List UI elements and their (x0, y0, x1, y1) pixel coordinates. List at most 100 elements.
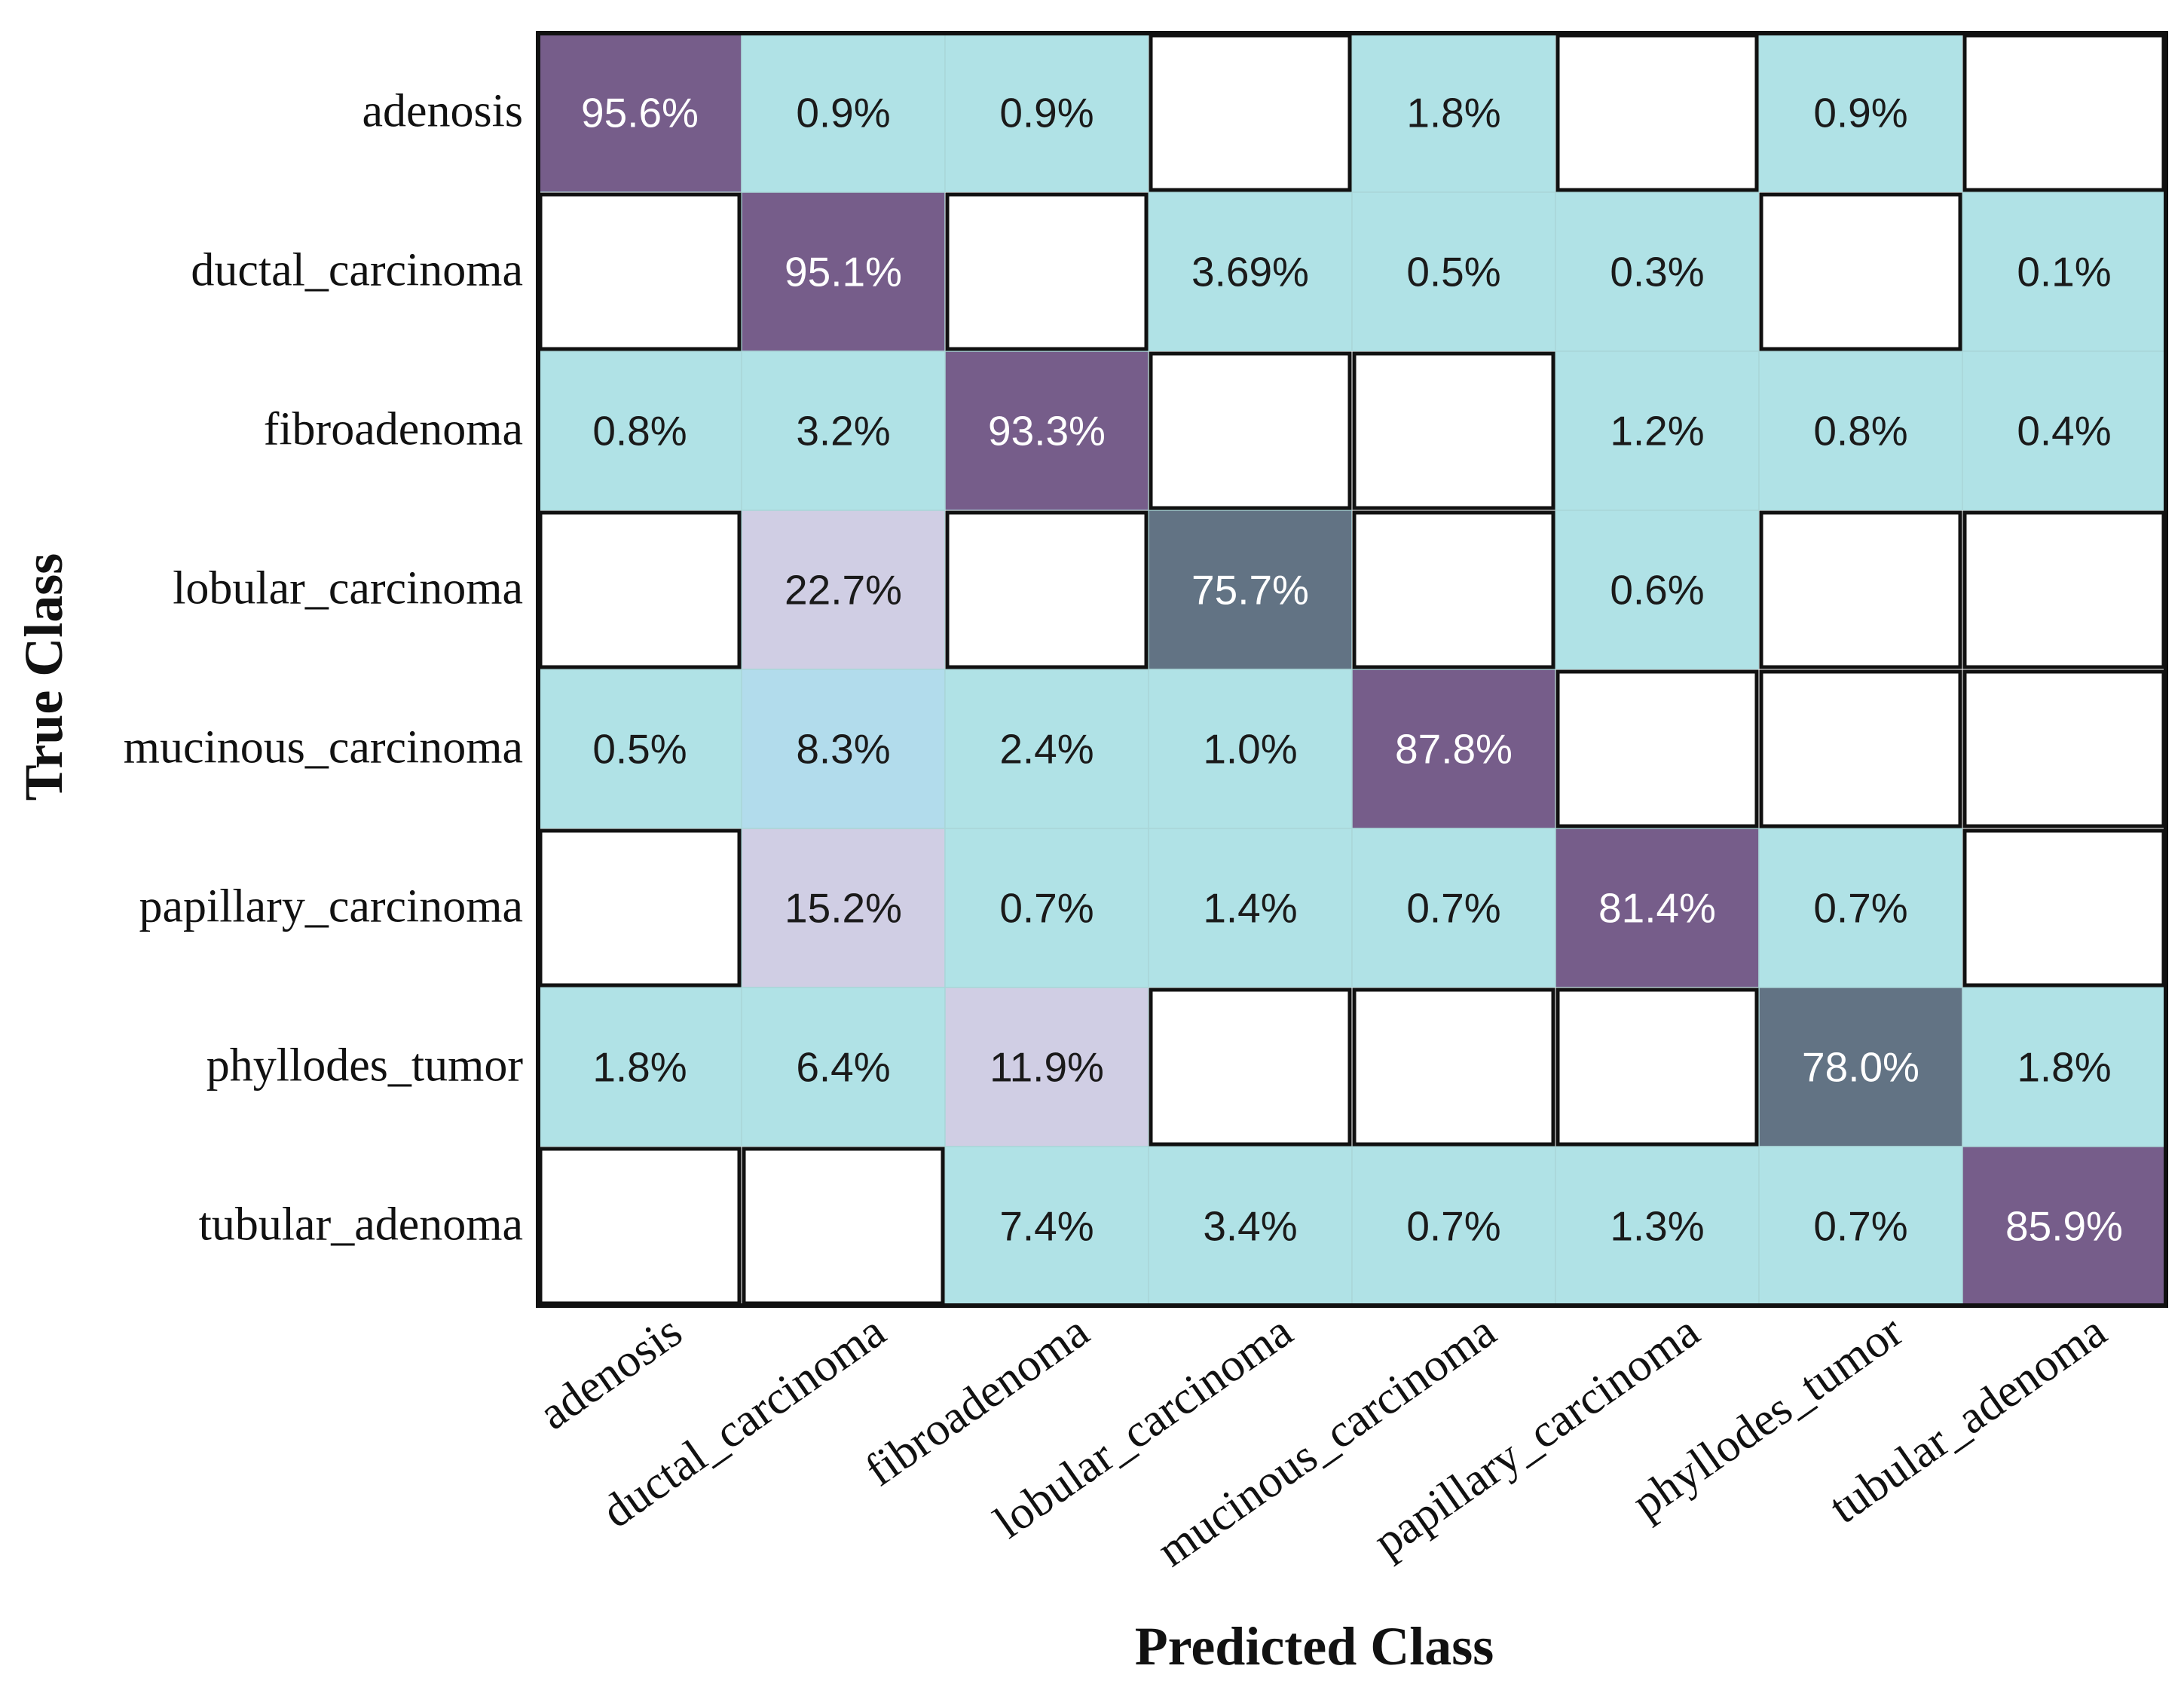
y-tick-label: adenosis (362, 86, 523, 137)
heatmap-cell-r5-c4 (1351, 828, 1556, 988)
empty-cell-border-r6-c3 (1149, 987, 1352, 1147)
cell-value-label: 3.69% (1191, 249, 1309, 295)
heatmap-cell-r3-c6 (1759, 510, 1962, 669)
cell-value-label: 8.3% (796, 726, 890, 773)
cell-value-label: 0.7% (1406, 885, 1500, 932)
heatmap-cell-r7-c1 (742, 1147, 945, 1306)
heatmap-cell-r1-c0 (538, 192, 742, 351)
heatmap-cell-r5-c5 (1555, 828, 1760, 988)
cell-value-label: 3.2% (796, 408, 890, 455)
cell-value-label: 95.6% (581, 90, 699, 136)
heatmap-cell-r4-c1 (741, 669, 946, 829)
heatmap-cell-r6-c6 (1758, 987, 1963, 1147)
cell-value-label: 1.8% (1406, 90, 1500, 136)
cell-value-label: 0.9% (1813, 90, 1907, 136)
heatmap-cell-r4-c6 (1759, 669, 1962, 828)
heatmap-cell-r4-c0 (537, 669, 742, 829)
y-axis-title: True Class (14, 553, 74, 801)
cell-value-label: 0.7% (1813, 1203, 1907, 1250)
heatmap-cell-r6-c0 (537, 987, 742, 1147)
cell-value-label: 1.3% (1610, 1203, 1704, 1250)
heatmap-cell-r7-c6 (1758, 1146, 1963, 1306)
heatmap-cells: 95.6% 0.9% 0.9% 1.8% 0.9% 95.1% 3.69% 0.5% 0.3% 0… (537, 32, 2167, 1306)
cell-value-label: 0.3% (1610, 249, 1704, 295)
heatmap-cell-r3-c2 (945, 510, 1149, 669)
cell-value-label: 22.7% (785, 567, 902, 614)
heatmap-cell-r0-c4 (1351, 32, 1556, 193)
heatmap-cell-r2-c7 (1962, 351, 2167, 511)
cell-value-label: 0.8% (592, 408, 687, 455)
y-tick-label: tubular_adenoma (199, 1199, 523, 1251)
heatmap-cell-r1-c6 (1759, 192, 1962, 351)
heatmap-cell-r2-c5 (1555, 351, 1760, 511)
heatmap-cell-r0-c5 (1555, 33, 1759, 192)
y-tick-label: fibroadenoma (264, 404, 523, 455)
heatmap-cell-r0-c3 (1149, 33, 1352, 192)
empty-cell-borders (538, 33, 2166, 1306)
heatmap-cell-r6-c5 (1555, 987, 1759, 1147)
y-tick-label: ductal_carcinoma (191, 245, 523, 296)
heatmap-cell-r5-c3 (1148, 828, 1353, 988)
heatmap-cell-r3-c7 (1962, 510, 2166, 669)
heatmap-cell-r6-c3 (1149, 987, 1352, 1147)
empty-cell-border-r1-c6 (1759, 192, 1962, 351)
cell-value-label: 0.9% (999, 90, 1094, 136)
cell-value-label: 15.2% (785, 885, 902, 932)
cell-value-label: 7.4% (999, 1203, 1094, 1250)
heatmap-cell-r7-c5 (1555, 1146, 1760, 1306)
y-tick-labels: adenosis ductal_carcinoma fibroadenoma lobu… (124, 86, 524, 1251)
heatmap-cell-r3-c0 (538, 510, 742, 669)
empty-cell-border-r3-c4 (1352, 510, 1555, 669)
cell-value-label: 0.5% (1406, 249, 1500, 295)
heatmap-cell-r1-c2 (945, 192, 1149, 351)
heatmap-cell-r7-c2 (944, 1146, 1149, 1306)
cell-value-label: 1.8% (2017, 1044, 2111, 1091)
cell-value-label: 93.3% (988, 408, 1106, 455)
empty-cell-border-r2-c4 (1352, 351, 1555, 510)
heatmap-cell-r3-c1 (741, 510, 946, 670)
cell-value-label: 0.7% (1813, 885, 1907, 932)
x-tick-label: mucinous_carcinoma (1149, 1306, 1505, 1577)
heatmap-cell-r0-c1 (741, 32, 946, 193)
cell-value-label: 0.4% (2017, 408, 2111, 455)
heatmap-cell-r0-c7 (1962, 33, 2166, 192)
cell-value-label: 0.9% (796, 90, 890, 136)
empty-cell-border-r1-c2 (945, 192, 1149, 351)
y-tick-label: phyllodes_tumor (206, 1040, 524, 1092)
cell-value-label: 87.8% (1395, 726, 1513, 773)
heatmap-cell-r4-c5 (1555, 669, 1759, 828)
heatmap-cell-r1-c7 (1962, 191, 2167, 352)
heatmap-cell-r4-c7 (1962, 669, 2166, 828)
x-tick-label: papillary_carcinoma (1365, 1306, 1708, 1568)
heatmap-cell-r6-c4 (1352, 987, 1555, 1147)
cell-value-label: 0.1% (2017, 249, 2111, 295)
cell-value-label: 0.5% (592, 726, 687, 773)
cell-value-label: 1.4% (1203, 885, 1297, 932)
y-tick-label: mucinous_carcinoma (124, 722, 523, 773)
y-tick-label: lobular_carcinoma (173, 563, 523, 614)
plot-frame (536, 31, 2168, 1308)
cell-value-label: 11.9% (990, 1044, 1104, 1091)
heatmap-cell-r2-c4 (1352, 351, 1555, 510)
cell-value-label: 0.6% (1610, 567, 1704, 614)
cell-value-label: 1.0% (1203, 726, 1297, 773)
empty-cell-border-r6-c4 (1352, 987, 1555, 1147)
cell-value-label: 6.4% (796, 1044, 890, 1091)
heatmap-cell-r4-c3 (1148, 669, 1353, 829)
heatmap-cell-r4-c2 (944, 669, 1149, 829)
heatmap-cell-r2-c1 (741, 351, 946, 511)
empty-cell-border-r4-c6 (1759, 669, 1962, 828)
heatmap-cell-r7-c4 (1351, 1146, 1556, 1306)
heatmap-cell-r5-c2 (944, 828, 1149, 988)
empty-cell-border-r6-c5 (1555, 987, 1759, 1147)
empty-cell-border-r2-c3 (1149, 351, 1352, 510)
heatmap-cell-r3-c5 (1555, 510, 1760, 670)
cell-value-label: 3.4% (1203, 1203, 1297, 1250)
cell-value-label: 75.7% (1191, 567, 1309, 614)
cell-value-label: 2.4% (999, 726, 1094, 773)
cell-value-label: 0.8% (1813, 408, 1907, 455)
cell-value-label: 95.1% (785, 249, 902, 295)
heatmap-cell-r5-c0 (538, 828, 742, 987)
heatmap-cell-r5-c1 (741, 828, 946, 988)
